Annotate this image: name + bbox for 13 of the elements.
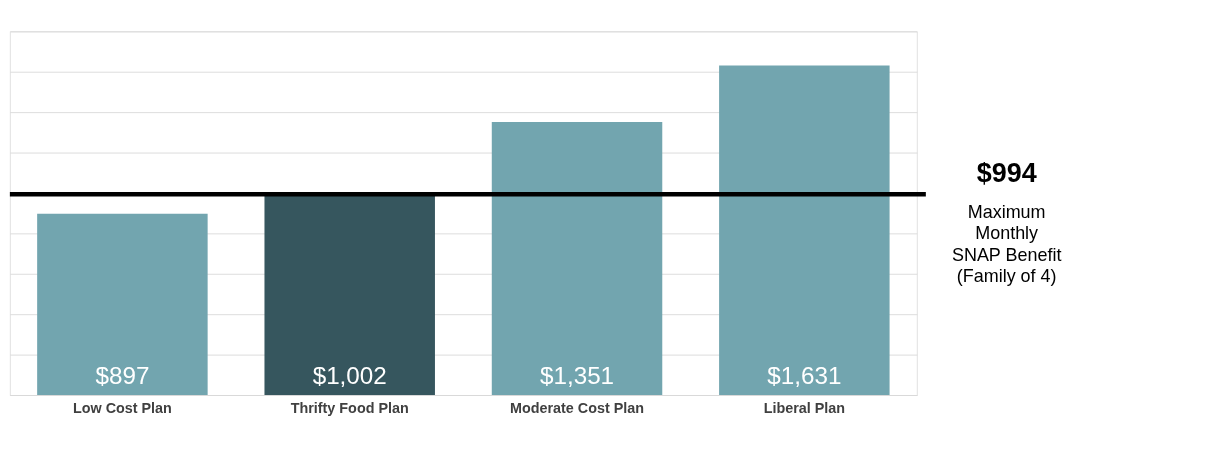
data-label: $1,631	[767, 362, 842, 390]
x-tick-label: Liberal Plan	[763, 399, 846, 416]
x-tick-label: Moderate Cost Plan	[510, 399, 645, 416]
x-tick-label: Low Cost Plan	[72, 399, 172, 416]
data-label: $1,002	[312, 362, 387, 390]
bar	[719, 65, 890, 396]
data-label: $1,351	[539, 362, 615, 390]
bar	[491, 122, 663, 396]
bar	[37, 213, 208, 396]
data-label: $897	[95, 362, 150, 390]
text: Maximum Monthly SNAP Benefit (Family of 4)	[951, 201, 1062, 287]
x-tick-label: Thrifty Food Plan	[290, 399, 409, 416]
ref-line-label: $994	[976, 157, 1037, 188]
